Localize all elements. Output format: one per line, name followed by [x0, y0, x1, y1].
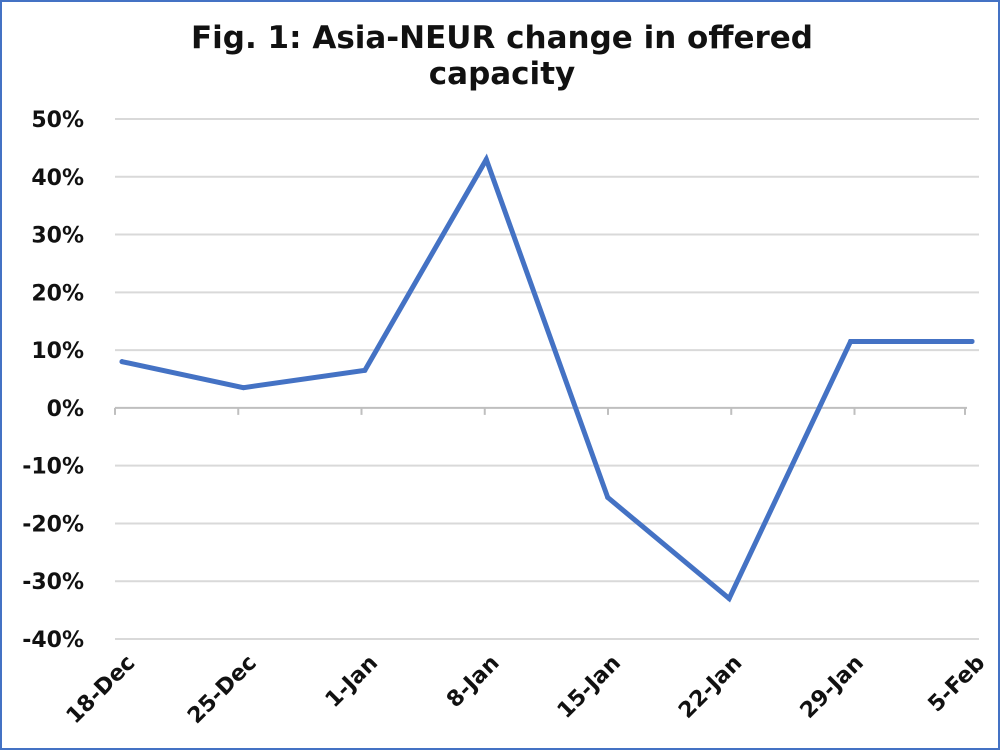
x-tick-label: 1-Jan	[321, 651, 383, 713]
y-tick-label: 50%	[31, 108, 84, 133]
data-point	[848, 338, 854, 344]
x-tick-label: 29-Jan	[796, 651, 869, 724]
y-tick-label: 20%	[31, 281, 84, 306]
x-tick-label: 22-Jan	[674, 651, 747, 724]
y-tick-label: -40%	[22, 628, 84, 653]
chart-title: Fig. 1: Asia-NEUR change in offered capa…	[191, 20, 813, 92]
data-point	[605, 494, 611, 500]
y-tick-label: 0%	[47, 397, 84, 422]
data-point	[119, 359, 125, 365]
x-tick-label: 8-Jan	[442, 651, 504, 713]
y-tick-label: -10%	[22, 455, 84, 480]
x-tick-label: 25-Dec	[183, 651, 261, 729]
series-line	[119, 153, 975, 603]
data-point	[726, 596, 732, 602]
grid-lines	[115, 118, 979, 640]
x-axis-ticks: 18-Dec 25-Dec 1-Jan 8-Jan 15-Jan 22-Jan 29-Jan…	[62, 651, 990, 729]
y-tick-label: -30%	[22, 570, 84, 595]
y-tick-label: -20%	[22, 512, 84, 537]
data-point	[362, 367, 368, 373]
series-layer	[119, 153, 975, 603]
data-point	[483, 156, 489, 162]
data-point	[969, 338, 975, 344]
y-axis-ticks: 50% 40% 30% 20% 10% 0% -10% -20% -30% -40%	[22, 108, 84, 653]
x-tick-label: 18-Dec	[62, 651, 140, 729]
y-tick-label: 40%	[31, 166, 84, 191]
data-point	[240, 385, 246, 391]
x-tick-label: 15-Jan	[553, 651, 626, 724]
x-tick-label: 5-Feb	[924, 651, 991, 718]
y-tick-label: 10%	[31, 339, 84, 364]
x-axis	[114, 406, 967, 415]
y-tick-label: 30%	[31, 224, 84, 249]
